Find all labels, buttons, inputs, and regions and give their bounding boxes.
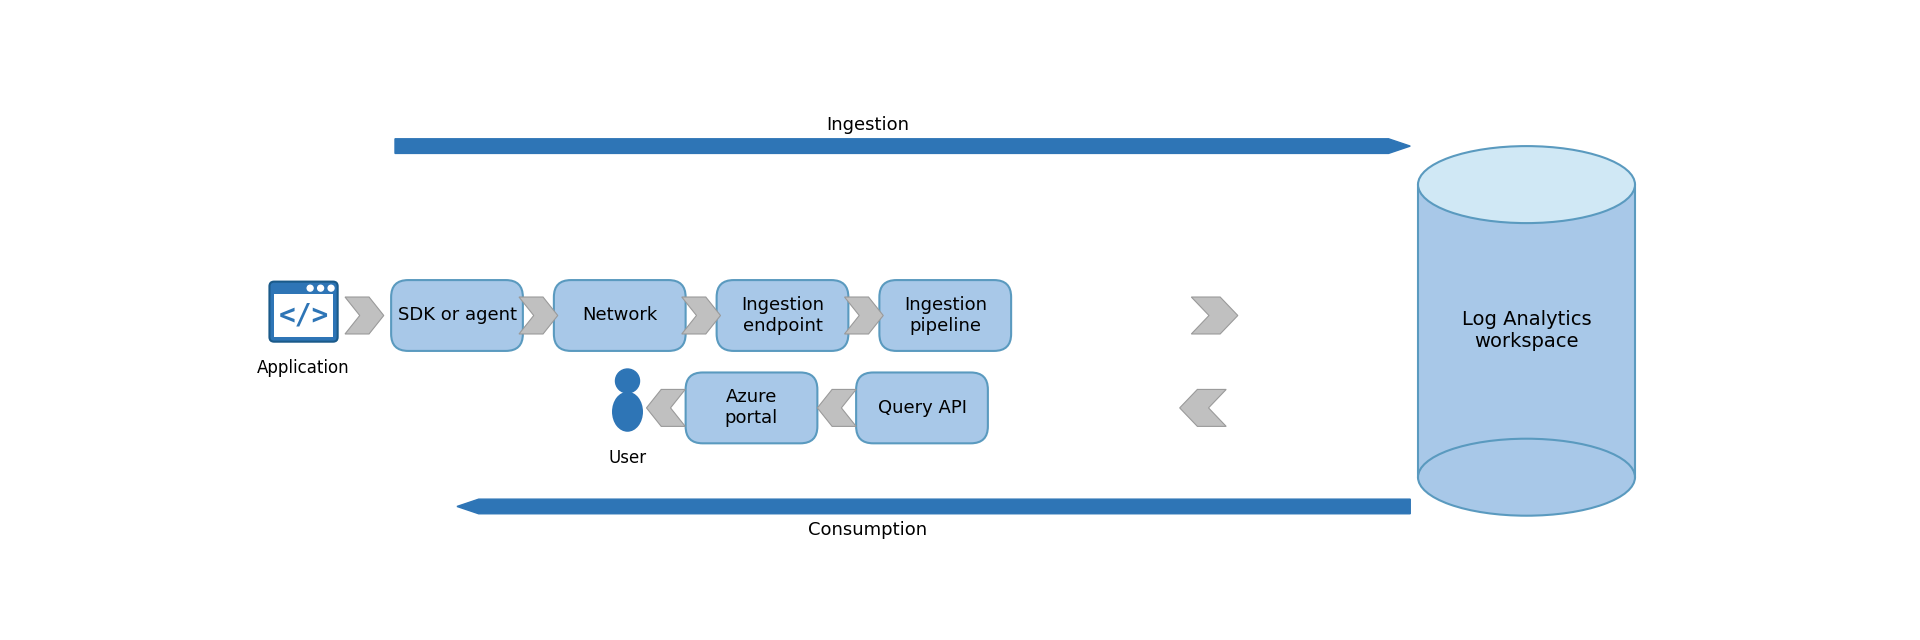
- Ellipse shape: [1419, 146, 1636, 223]
- FancyBboxPatch shape: [856, 372, 989, 444]
- Polygon shape: [647, 389, 685, 426]
- Circle shape: [328, 285, 334, 291]
- Text: Ingestion: Ingestion: [826, 116, 910, 134]
- Text: SDK or agent: SDK or agent: [397, 307, 516, 324]
- Circle shape: [317, 285, 324, 291]
- Polygon shape: [396, 139, 1411, 154]
- Text: Ingestion
pipeline: Ingestion pipeline: [904, 296, 987, 335]
- FancyBboxPatch shape: [553, 280, 685, 351]
- Text: User: User: [609, 449, 647, 467]
- Ellipse shape: [1419, 438, 1636, 516]
- FancyBboxPatch shape: [269, 282, 338, 342]
- Polygon shape: [346, 297, 384, 334]
- Polygon shape: [1179, 389, 1227, 426]
- Text: Network: Network: [582, 307, 657, 324]
- Polygon shape: [518, 297, 557, 334]
- Polygon shape: [1190, 297, 1238, 334]
- Text: Log Analytics
workspace: Log Analytics workspace: [1461, 310, 1592, 351]
- Ellipse shape: [612, 392, 643, 432]
- FancyBboxPatch shape: [716, 280, 849, 351]
- Circle shape: [307, 285, 313, 291]
- Text: Azure
portal: Azure portal: [726, 388, 778, 428]
- Bar: [275, 294, 334, 337]
- Circle shape: [616, 369, 639, 393]
- Text: Consumption: Consumption: [808, 520, 927, 539]
- Polygon shape: [818, 389, 856, 426]
- FancyBboxPatch shape: [685, 372, 818, 444]
- Text: Query API: Query API: [877, 399, 966, 417]
- Polygon shape: [682, 297, 720, 334]
- FancyBboxPatch shape: [392, 280, 522, 351]
- Polygon shape: [457, 499, 1411, 514]
- FancyBboxPatch shape: [879, 280, 1012, 351]
- Text: Application: Application: [257, 359, 349, 377]
- Text: </>: </>: [278, 301, 328, 330]
- Bar: [1419, 184, 1636, 477]
- Polygon shape: [845, 297, 883, 334]
- Text: Ingestion
endpoint: Ingestion endpoint: [741, 296, 824, 335]
